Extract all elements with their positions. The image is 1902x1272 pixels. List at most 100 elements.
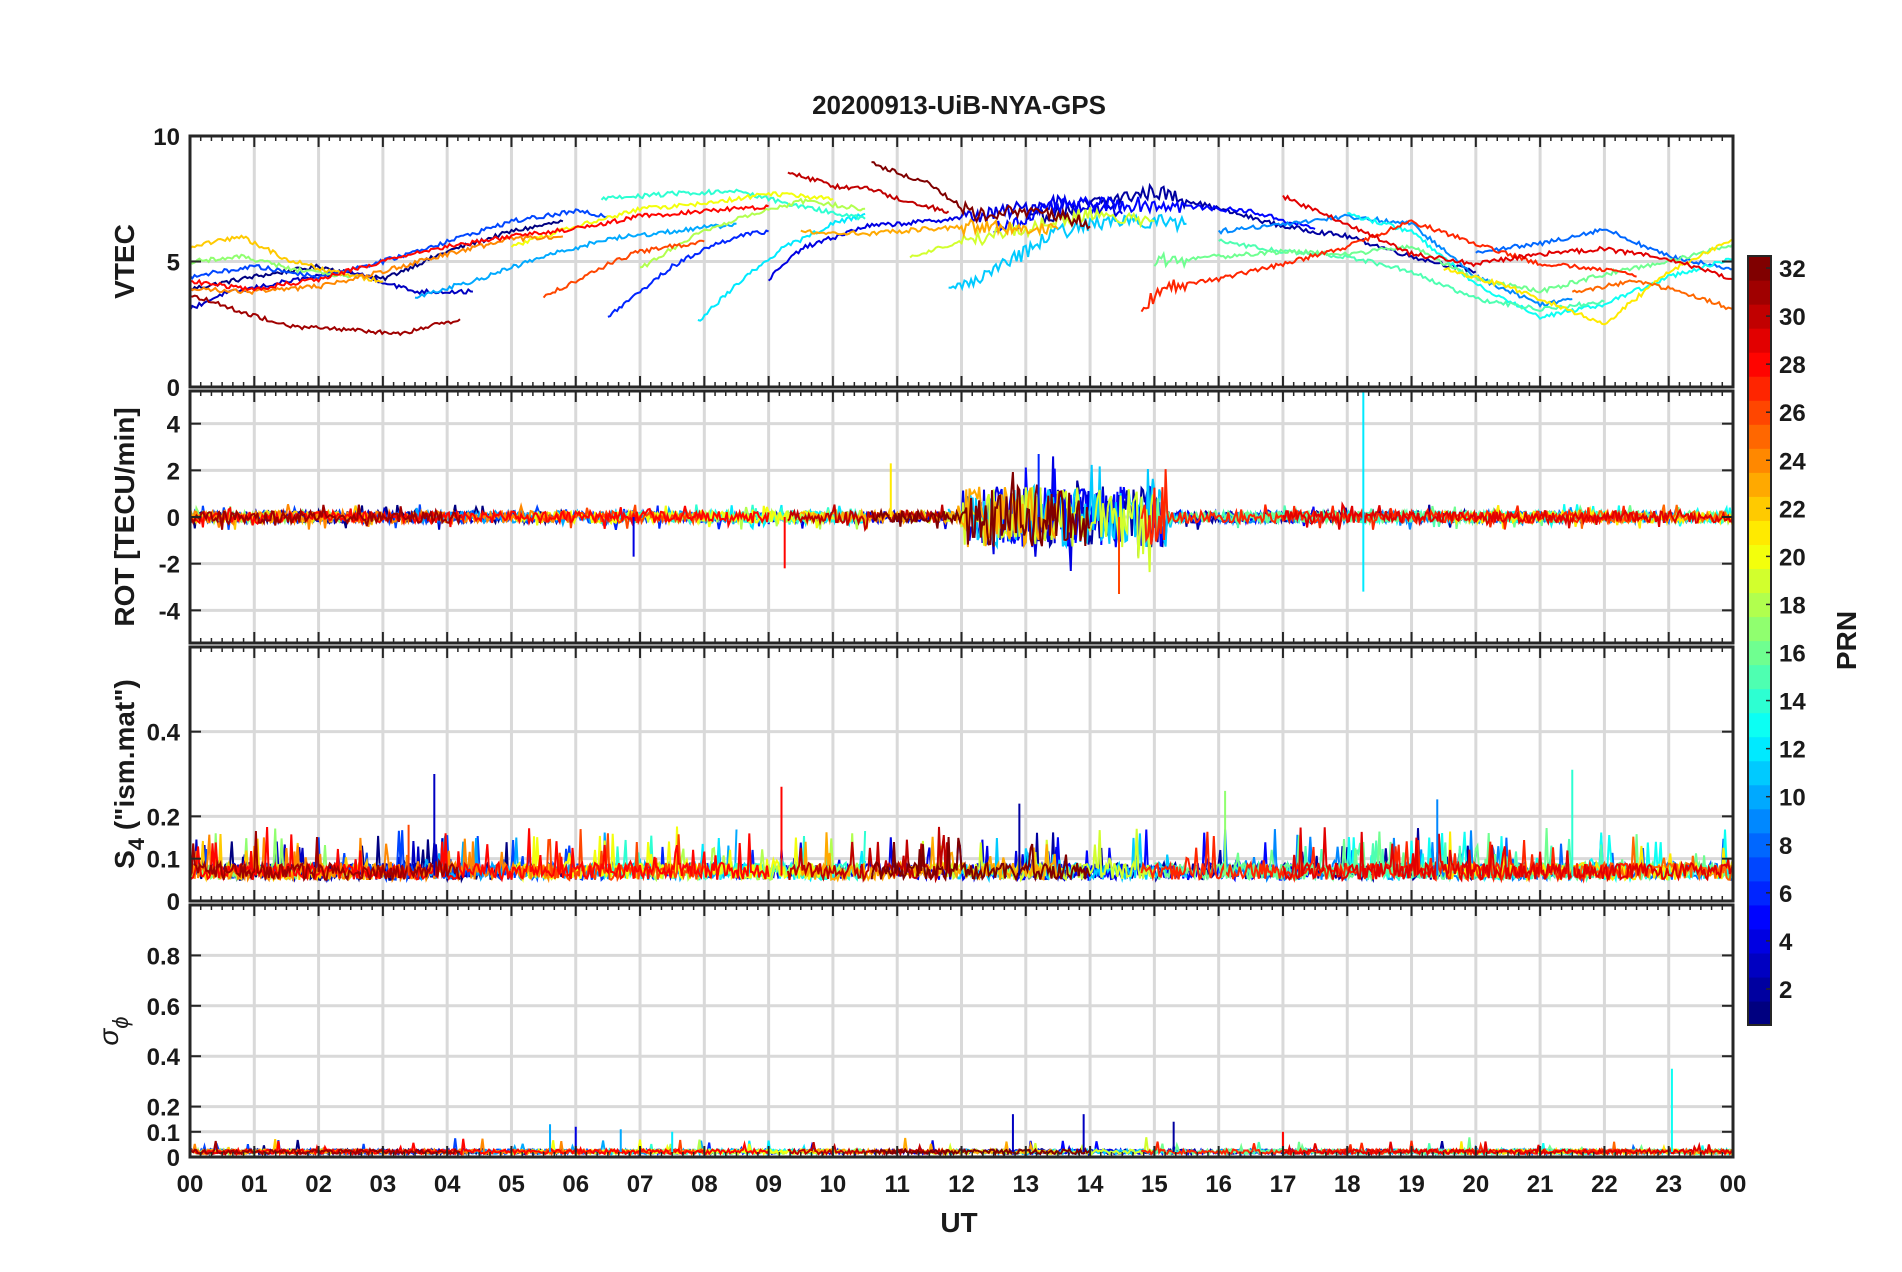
colorbar-segment [1748,880,1771,906]
x-tick-label: 08 [691,1171,718,1198]
x-tick-label: 15 [1141,1171,1168,1198]
colorbar-tick-label: 24 [1779,448,1806,475]
panel-vtec: 0 5 10 VTEC [109,124,1735,402]
x-tick-label: 16 [1205,1171,1232,1198]
prn-32-vtec-line [871,161,1091,231]
panel-s4: 00.10.20.4S4 ("ism.mat") [109,645,1735,916]
prn-30-rot-line [787,504,950,533]
data-layer [190,391,1733,594]
prn-23-vtec-line [800,218,1059,239]
colorbar-segment [1748,976,1771,1002]
y-tick-label: 0.6 [147,994,180,1021]
colorbar-tick-label: 8 [1779,833,1792,860]
prn-11-vtec-line [948,213,1187,292]
prn-9-vtec-line [1217,213,1573,308]
prn-24-vtec-line [190,233,564,296]
colorbar-segment [1748,616,1771,642]
prn-29-s4-line [1282,827,1733,883]
colorbar-tick-label: 22 [1779,496,1806,523]
prn-30-vtec-line [787,171,950,214]
y-tick-label: 2 [167,458,180,485]
prn-15-vtec-line [1218,238,1605,313]
prn-30-sigphi-line [787,1142,949,1157]
colorbar-segment [1748,760,1771,786]
colorbar-segment [1748,1000,1771,1026]
prn-5-vtec-line [993,195,1316,234]
prn-19-vtec-line [909,207,1155,259]
colorbar-segment [1748,640,1771,666]
y-axis-label-s4: S4 ("ism.mat") [109,679,149,869]
prn-1-vtec-line [190,219,564,292]
x-tick-label: 17 [1270,1171,1297,1198]
colorbar-segment [1748,520,1771,545]
prn-4-vtec-line [767,193,1123,282]
x-tick-label: 14 [1077,1171,1104,1198]
colorbar-tick-label: 30 [1779,304,1806,331]
x-tick-label: 02 [305,1171,332,1198]
y-tick-label: 0 [167,889,180,916]
prn-27-vtec-line [1140,219,1637,313]
y-axis-label-subscript: 4 [124,837,149,850]
colorbar-segment [1748,424,1771,449]
colorbar-segment [1748,808,1771,834]
x-tick-label: 05 [498,1171,525,1198]
prn-29-sigphi-line [1282,1141,1733,1157]
prn-28-s4-line [190,826,770,883]
prn-2-vtec-line [1025,182,1477,274]
colorbar-tick-label: 4 [1779,929,1793,956]
y-axis-label-sigphi: σϕ [93,1016,133,1045]
x-tick-label: 21 [1527,1171,1554,1198]
y-axis-label-subscript: ϕ [108,1016,133,1028]
colorbar-tick-label: 18 [1779,592,1806,619]
colorbar-segment [1748,376,1771,401]
colorbar-segment [1748,304,1771,329]
colorbar-segment [1748,472,1771,497]
panel-rot: -4 -2 0 2 4 ROT [TECU/min] [109,389,1735,645]
colorbar-segment [1748,832,1771,858]
x-axis-label: UT [940,1207,977,1238]
x-tick-label: 09 [755,1171,782,1198]
colorbar-segment [1748,712,1771,738]
prn-29-rot-line [1282,501,1733,530]
y-tick-label: 5 [167,250,180,277]
colorbar-label: PRN [1831,611,1862,670]
prn-14-vtec-line [600,188,866,221]
x-tick-label: 01 [241,1171,268,1198]
prn-32-rot-line [870,472,1091,547]
y-tick-label: 0 [167,375,180,402]
x-tick-label: 10 [820,1171,847,1198]
y-axis-label-rot: ROT [TECU/min] [109,407,140,626]
y-tick-label: 0.4 [147,720,181,747]
colorbar-segment [1748,688,1771,714]
prn-26-vtec-line [542,239,705,299]
colorbar-tick-label: 12 [1779,737,1806,764]
colorbar-tick-label: 26 [1779,400,1806,427]
prn-7-vtec-line [190,208,609,281]
colorbar-segment [1748,664,1771,690]
colorbar-segment [1748,592,1771,618]
prn-28-vtec-line [190,204,769,292]
x-tick-label: 19 [1398,1171,1425,1198]
x-tick-label: 06 [562,1171,589,1198]
x-tick-label: 11 [885,1171,910,1198]
prn-31-vtec-line [190,294,461,337]
y-tick-label: 0.1 [147,847,180,874]
y-axis-label-main: σ [93,1028,124,1046]
colorbar-segment [1748,496,1771,521]
colorbar-segment [1748,400,1771,425]
y-tick-label: -4 [159,598,181,625]
colorbar-tick-label: 6 [1779,881,1792,908]
prn-31-s4-line [190,831,461,883]
colorbar-tick-label: 28 [1779,352,1806,379]
prn-27-s4-line [1140,831,1638,884]
x-tick-label: 20 [1462,1171,1489,1198]
colorbar-segment [1748,904,1771,930]
colorbar-segment [1748,544,1771,570]
colorbar-tick-label: 14 [1779,689,1806,716]
x-tick-label: 04 [434,1171,461,1198]
colorbar-segment [1748,784,1771,810]
y-tick-label: 10 [153,124,180,151]
y-tick-label: 0.4 [147,1044,181,1071]
